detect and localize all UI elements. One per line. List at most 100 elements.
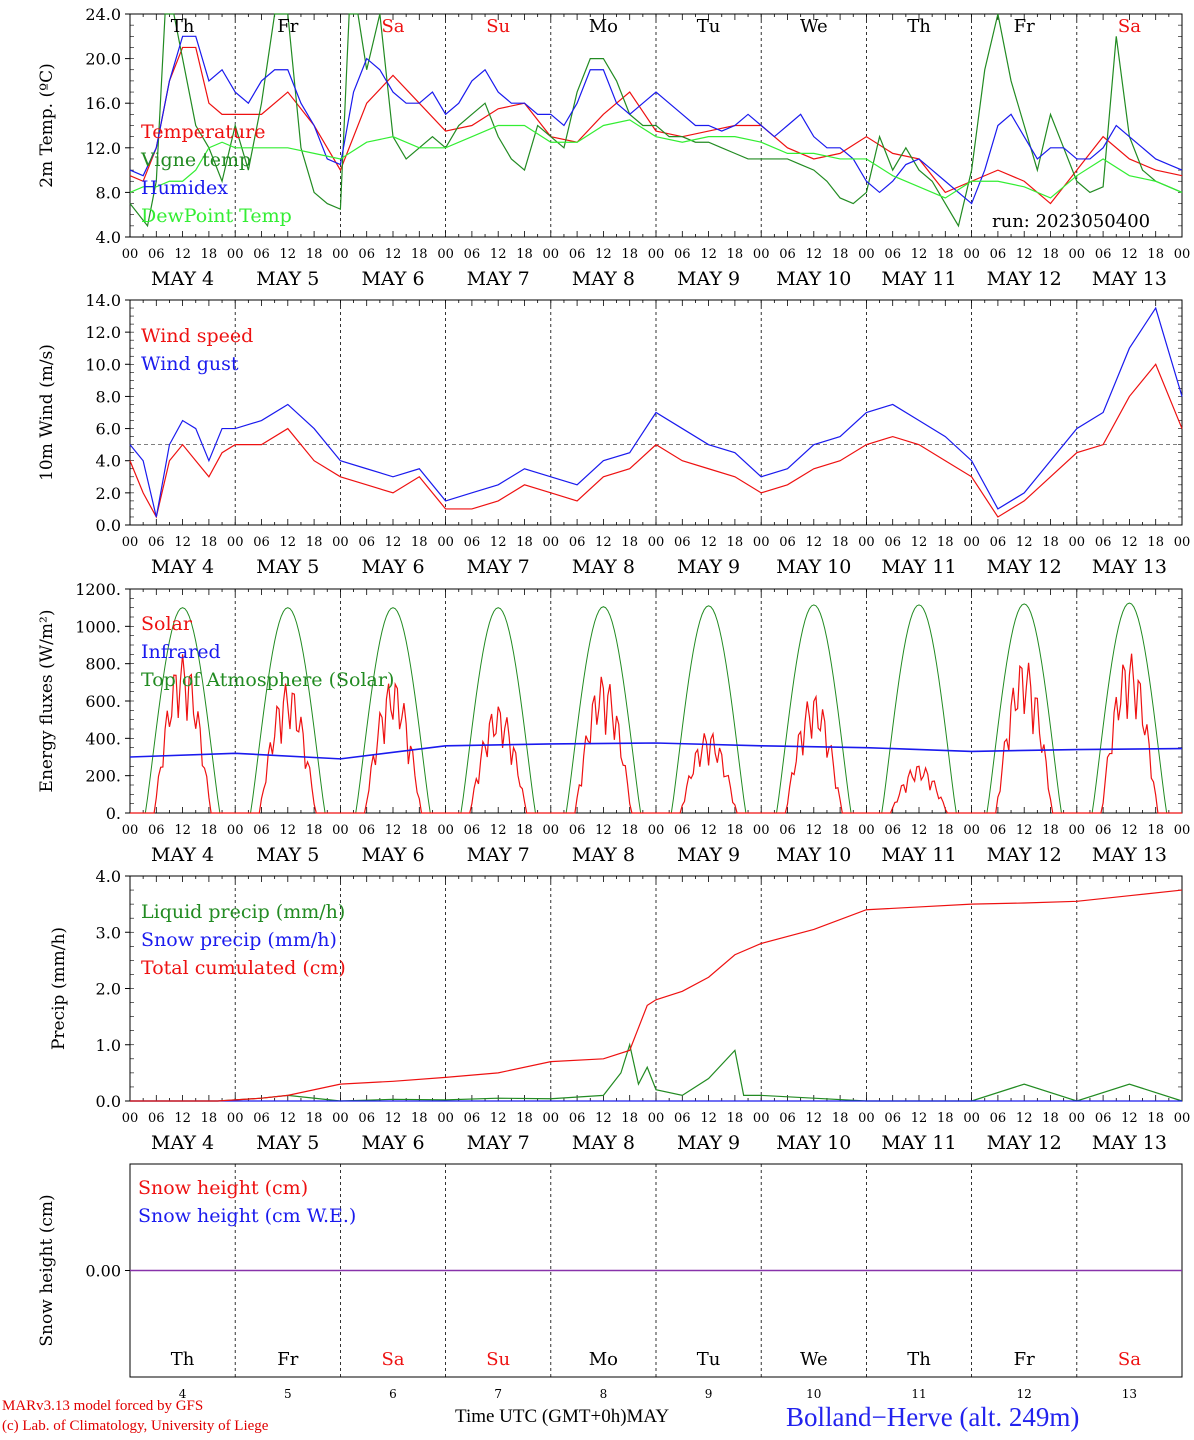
hour-tick-label: 06 — [674, 535, 691, 550]
hour-tick-label: 00 — [332, 247, 349, 262]
day-name-label: Mo — [589, 1349, 618, 1370]
station-name: Bolland−Herve (alt. 249m) — [786, 1402, 1080, 1432]
day-name-label: Fr — [1014, 16, 1035, 37]
day-name-label: Mo — [589, 16, 618, 37]
hour-tick-label: 12 — [280, 1111, 297, 1126]
series-line-solar — [1076, 653, 1182, 814]
date-label: MAY 6 — [361, 268, 424, 290]
hour-tick-label: 06 — [569, 535, 586, 550]
series-line-wind-speed — [129, 363, 1183, 519]
date-label: MAY 4 — [151, 844, 214, 866]
day-number-label: 4 — [179, 1387, 187, 1401]
hour-tick-label: 18 — [937, 823, 954, 838]
legend-entry: DewPoint Temp — [141, 205, 292, 227]
date-label: MAY 7 — [467, 556, 530, 578]
legend-entry: Wind speed — [141, 325, 253, 347]
date-label: MAY 12 — [987, 1132, 1062, 1154]
hour-tick-label: 12 — [806, 247, 823, 262]
hour-tick-label: 18 — [621, 823, 638, 838]
hour-tick-label: 00 — [122, 535, 139, 550]
y-axis-label-temperature: 2m Temp. (ºC) — [37, 63, 57, 188]
day-name-label: Th — [171, 1349, 195, 1370]
date-label: MAY 6 — [361, 1132, 424, 1154]
hour-tick-label: 06 — [253, 535, 270, 550]
day-name-label: Tu — [697, 16, 721, 37]
day-number-label: 7 — [494, 1387, 502, 1401]
hour-tick-label: 12 — [806, 535, 823, 550]
hour-tick-label: 00 — [1174, 823, 1191, 838]
date-label: MAY 5 — [256, 556, 319, 578]
day-name-label: Sa — [1118, 16, 1141, 37]
hour-tick-label: 06 — [358, 535, 375, 550]
hour-tick-label: 00 — [858, 1111, 875, 1126]
hour-tick-label: 18 — [832, 535, 849, 550]
y-tick-label: 200. — [85, 767, 121, 786]
hour-tick-label: 12 — [700, 823, 717, 838]
series-line-top-of-atmosphere — [656, 605, 762, 814]
day-number-label: 9 — [705, 1387, 713, 1401]
hour-tick-label: 00 — [648, 1111, 665, 1126]
date-label: MAY 4 — [151, 268, 214, 290]
hour-tick-label: 18 — [1042, 1111, 1059, 1126]
hour-tick-label: 00 — [1174, 1111, 1191, 1126]
hour-tick-label: 12 — [700, 247, 717, 262]
date-label: MAY 10 — [776, 268, 851, 290]
hour-tick-label: 18 — [306, 535, 323, 550]
date-label: MAY 10 — [776, 556, 851, 578]
hour-tick-label: 00 — [543, 247, 560, 262]
hour-tick-label: 06 — [253, 247, 270, 262]
date-label: MAY 11 — [881, 556, 956, 578]
hour-tick-label: 00 — [437, 823, 454, 838]
hour-tick-label: 18 — [621, 247, 638, 262]
hour-tick-label: 00 — [543, 823, 560, 838]
y-axis-label-precip: Precip (mm/h) — [49, 927, 69, 1050]
series-line-solar — [971, 662, 1077, 814]
hour-tick-label: 06 — [1095, 535, 1112, 550]
series-line-solar — [761, 694, 867, 814]
date-label: MAY 11 — [881, 844, 956, 866]
hour-tick-label: 06 — [148, 1111, 165, 1126]
hour-tick-label: 12 — [174, 247, 191, 262]
hour-tick-label: 00 — [332, 823, 349, 838]
hour-tick-label: 00 — [543, 1111, 560, 1126]
date-label: MAY 13 — [1092, 556, 1167, 578]
hour-tick-label: 18 — [201, 823, 218, 838]
hour-tick-label: 00 — [122, 823, 139, 838]
series-line-dewpoint-temp — [129, 119, 1183, 199]
hour-tick-label: 12 — [490, 247, 507, 262]
hour-tick-label: 00 — [963, 247, 980, 262]
series-line-total-cumulated-cm- — [130, 889, 1183, 1102]
hour-tick-label: 06 — [358, 1111, 375, 1126]
hour-tick-label: 12 — [280, 535, 297, 550]
hour-tick-label: 12 — [174, 535, 191, 550]
hour-tick-label: 12 — [700, 535, 717, 550]
hour-tick-label: 06 — [148, 823, 165, 838]
hour-tick-label: 00 — [753, 823, 770, 838]
y-tick-label: 2.0 — [96, 484, 121, 503]
series-line-top-of-atmosphere — [340, 607, 446, 814]
hour-tick-label: 00 — [122, 1111, 139, 1126]
hour-tick-label: 18 — [411, 1111, 428, 1126]
day-number-label: 11 — [911, 1387, 926, 1401]
hour-tick-label: 12 — [280, 823, 297, 838]
legend-entry: Liquid precip (mm/h) — [141, 901, 345, 923]
y-tick-label: 24.0 — [85, 5, 121, 24]
hour-tick-label: 12 — [174, 823, 191, 838]
x-axis-month: MAY — [626, 1406, 670, 1427]
legend-entry: Infrared — [141, 641, 221, 663]
date-label: MAY 13 — [1092, 268, 1167, 290]
y-tick-label: 16.0 — [85, 94, 121, 113]
hour-tick-label: 12 — [1016, 823, 1033, 838]
hour-tick-label: 18 — [1042, 247, 1059, 262]
hour-tick-label: 12 — [806, 823, 823, 838]
hour-tick-label: 06 — [464, 247, 481, 262]
hour-tick-label: 12 — [490, 1111, 507, 1126]
hour-tick-label: 06 — [1095, 1111, 1112, 1126]
date-label: MAY 11 — [881, 1132, 956, 1154]
hour-tick-label: 18 — [1147, 535, 1164, 550]
hour-tick-label: 18 — [201, 247, 218, 262]
hour-tick-label: 00 — [1069, 535, 1086, 550]
hour-tick-label: 00 — [437, 1111, 454, 1126]
hour-tick-label: 06 — [1095, 823, 1112, 838]
